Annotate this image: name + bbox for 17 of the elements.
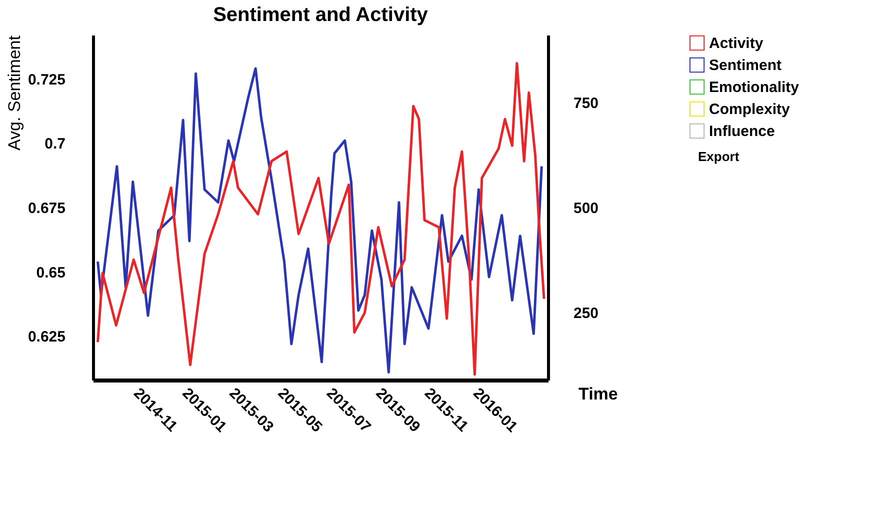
legend-label: Activity: [709, 35, 764, 52]
legend-label: Influence: [709, 123, 775, 140]
legend-label: Complexity: [709, 101, 791, 118]
y-tick-label: 0.675: [28, 200, 66, 217]
x-axis-title: Time: [578, 384, 618, 404]
legend-label: Sentiment: [709, 57, 782, 74]
y-tick-label: 0.7: [44, 136, 66, 153]
chart-title: Sentiment and Activity: [213, 4, 429, 26]
y2-tick-label: 250: [574, 305, 599, 322]
y2-tick-label: 750: [574, 94, 599, 112]
y-tick-label: 0.725: [28, 71, 66, 88]
y-axis-title: Avg. Sentiment: [4, 35, 24, 150]
y2-tick-label: 500: [574, 200, 599, 217]
legend-label: Emotionality: [709, 79, 800, 96]
text: Export: [698, 149, 740, 164]
y-tick-label: 0.625: [28, 328, 66, 346]
y-tick-label: 0.65: [36, 264, 66, 282]
